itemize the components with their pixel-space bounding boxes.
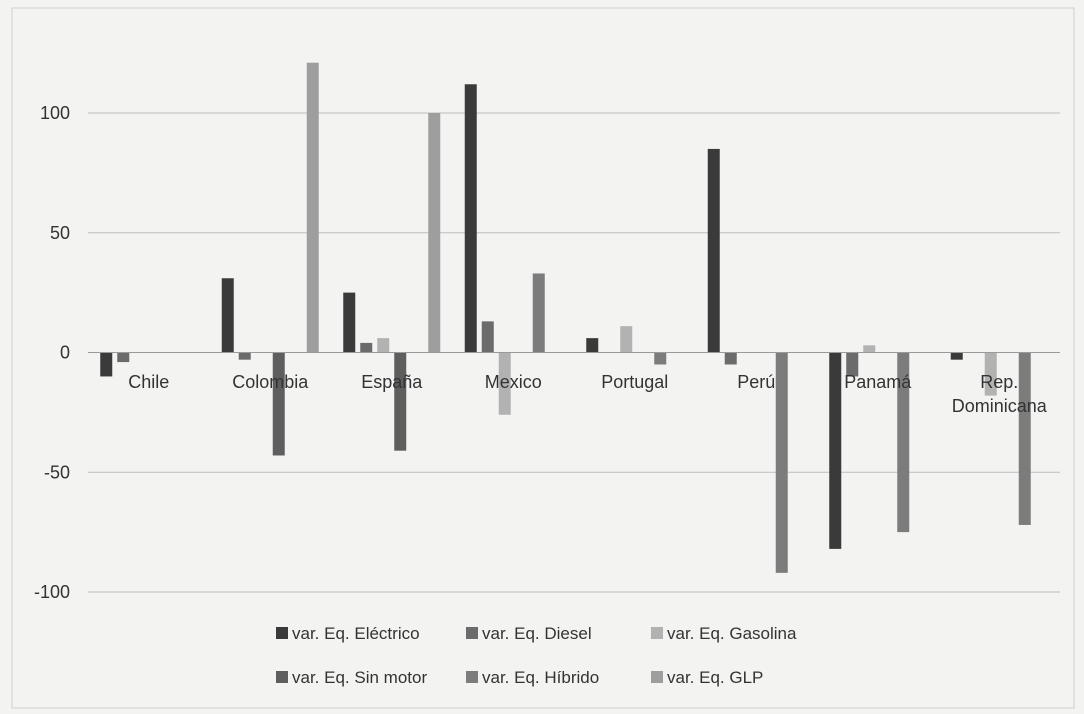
- y-tick-label: 0: [60, 343, 70, 363]
- bar: [950, 352, 963, 360]
- bar: [897, 352, 910, 533]
- bar: [481, 321, 494, 353]
- category-label: Perú: [737, 372, 775, 392]
- bar: [846, 352, 859, 377]
- legend-swatch: [276, 627, 288, 639]
- category-label: Rep.: [980, 372, 1018, 392]
- legend-label: var. Eq. Gasolina: [667, 624, 797, 643]
- bar: [221, 278, 234, 353]
- bar: [117, 352, 130, 363]
- legend: var. Eq. Eléctrico var. Eq. Diesel var. Eq…: [276, 624, 797, 687]
- bar: [1018, 352, 1031, 525]
- y-axis-tick-labels: 100 50 0 -50 -100: [34, 103, 70, 602]
- bar: [532, 273, 545, 353]
- bar: [272, 352, 285, 456]
- y-tick-label: 50: [50, 223, 70, 243]
- legend-label: var. Eq. Sin motor: [292, 668, 427, 687]
- bar: [464, 84, 477, 353]
- bar: [306, 62, 319, 353]
- bar: [984, 352, 997, 396]
- legend-label: var. Eq. GLP: [667, 668, 763, 687]
- y-tick-label: -50: [44, 462, 70, 482]
- legend-swatch: [466, 671, 478, 683]
- bar: [360, 342, 373, 353]
- category-labels: Chile Colombia España Mexico Portugal Perú Pan…: [128, 372, 1048, 416]
- bar: [238, 352, 251, 360]
- bar: [428, 113, 441, 353]
- bar: [100, 352, 113, 377]
- bars: [100, 62, 1031, 573]
- bar: [775, 352, 788, 573]
- bar: [863, 345, 876, 353]
- legend-swatch: [466, 627, 478, 639]
- y-tick-label: -100: [34, 582, 70, 602]
- legend-label: var. Eq. Eléctrico: [292, 624, 420, 643]
- bar: [377, 338, 390, 353]
- category-label: Mexico: [485, 372, 542, 392]
- bar: [724, 352, 737, 365]
- category-label: Panamá: [844, 372, 912, 392]
- category-label: Chile: [128, 372, 169, 392]
- category-label: Colombia: [232, 372, 309, 392]
- bar: [620, 326, 633, 353]
- bar: [343, 292, 356, 353]
- bar: [498, 352, 511, 415]
- bar: [586, 338, 599, 353]
- category-label: España: [361, 372, 423, 392]
- legend-swatch: [651, 671, 663, 683]
- bar: [707, 148, 720, 353]
- legend-label: var. Eq. Híbrido: [482, 668, 599, 687]
- plot-frame: [11, 7, 1075, 709]
- legend-label: var. Eq. Diesel: [482, 624, 592, 643]
- legend-swatch: [651, 627, 663, 639]
- category-label: Portugal: [601, 372, 668, 392]
- bar: [654, 352, 667, 365]
- bar: [394, 352, 407, 451]
- category-label: Dominicana: [952, 396, 1048, 416]
- bar: [829, 352, 842, 549]
- y-tick-label: 100: [40, 103, 70, 123]
- legend-swatch: [276, 671, 288, 683]
